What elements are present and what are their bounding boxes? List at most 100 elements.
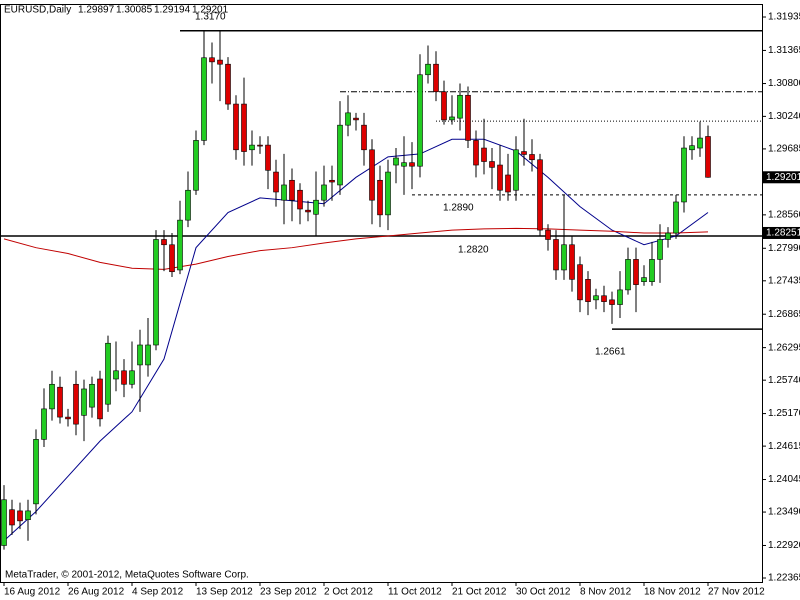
x-tick-label: 27 Nov 2012 — [708, 587, 765, 598]
candle-body — [145, 344, 151, 366]
candle-body — [9, 509, 15, 526]
candle-body — [633, 259, 639, 285]
header-close: 1.29201 — [192, 5, 229, 16]
price-marker — [763, 226, 800, 239]
candle-body — [73, 383, 79, 425]
header-high: 1.30085 — [116, 5, 153, 16]
candle-body — [569, 244, 575, 280]
candle-body — [529, 154, 535, 161]
y-tick-label: 1.26865 — [768, 309, 800, 320]
y-tick-label: 1.27990 — [768, 243, 800, 254]
candle-body — [393, 157, 399, 166]
candle-body — [353, 117, 359, 121]
candle-body — [57, 386, 63, 418]
candle-body — [177, 219, 183, 271]
candle-body — [249, 144, 255, 151]
candle-body — [369, 149, 375, 201]
candle-body — [289, 179, 295, 201]
candle-body — [25, 510, 31, 520]
candle-body — [673, 201, 679, 234]
level-label: 1.2661 — [595, 347, 626, 358]
candle-body — [457, 94, 463, 119]
candle-body — [193, 140, 199, 191]
candle-body — [361, 124, 367, 151]
candle-body — [401, 162, 407, 167]
price-marker-label: 1.28251 — [766, 228, 800, 239]
plot-frame — [0, 4, 763, 583]
candle-body — [17, 510, 23, 522]
x-tick-label: 8 Nov 2012 — [580, 587, 632, 598]
symbol: EURUSD,Daily — [4, 5, 71, 16]
candle-body — [1, 499, 7, 546]
candle-body — [641, 277, 647, 282]
candle-body — [609, 299, 615, 305]
y-tick-label: 1.25170 — [768, 408, 800, 419]
candle-body — [377, 179, 383, 216]
candle-body — [273, 171, 279, 193]
header-open: 1.29897 — [78, 5, 115, 16]
level-label: 1.2890 — [443, 203, 474, 214]
level-label: 1.3170 — [195, 12, 226, 23]
y-tick-label: 1.26295 — [768, 342, 800, 353]
candle-body — [265, 144, 271, 171]
y-tick-label: 1.23490 — [768, 507, 800, 518]
x-tick-label: 13 Sep 2012 — [196, 587, 253, 598]
candle-body — [337, 124, 343, 186]
moving-average — [3, 138, 709, 542]
level-label: 1.2820 — [458, 245, 489, 256]
candle-body — [577, 264, 583, 301]
y-tick-label: 1.29685 — [768, 144, 800, 155]
y-tick-label: 1.27435 — [768, 275, 800, 286]
candle-body — [225, 63, 231, 105]
candle-body — [521, 151, 527, 155]
candle-body — [489, 161, 495, 168]
candle-body — [537, 159, 543, 231]
candle-body — [433, 63, 439, 93]
candle-body — [705, 136, 711, 178]
candle-body — [449, 116, 455, 121]
candle-body — [561, 244, 567, 271]
price-marker — [763, 171, 800, 184]
candle-body — [297, 189, 303, 210]
candle-body — [65, 416, 71, 420]
candle-body — [601, 295, 607, 302]
candle-body — [313, 199, 319, 215]
price-marker-label: 1.29201 — [766, 172, 800, 183]
y-tick-label: 1.30240 — [768, 111, 800, 122]
candle-body — [33, 439, 39, 505]
x-tick-label: 21 Oct 2012 — [452, 587, 507, 598]
candle-body — [497, 164, 503, 191]
candle-body — [49, 383, 55, 410]
candle-body — [241, 103, 247, 152]
y-tick-label: 1.31365 — [768, 45, 800, 56]
header-low: 1.29194 — [154, 5, 191, 16]
y-tick-label: 1.30800 — [768, 78, 800, 89]
candle-body — [441, 91, 447, 121]
candle-body — [329, 179, 335, 183]
y-tick-label: 1.22365 — [768, 573, 800, 584]
y-tick-label: 1.31935 — [768, 12, 800, 23]
candle-body — [465, 94, 471, 141]
candle-body — [121, 370, 127, 385]
footer: MetaTrader, © 2001-2012, MetaQuotes Soft… — [5, 570, 249, 581]
x-tick-label: 23 Sep 2012 — [260, 587, 317, 598]
candle-body — [257, 144, 263, 147]
candle-body — [185, 189, 191, 221]
y-tick-label: 1.24615 — [768, 441, 800, 452]
candle-body — [97, 378, 103, 420]
candle-body — [305, 209, 311, 213]
candle-body — [593, 295, 599, 301]
candle-body — [137, 344, 143, 366]
x-tick-label: 26 Aug 2012 — [68, 587, 125, 598]
candle-body — [649, 259, 655, 282]
candle-body — [153, 239, 159, 346]
candle-body — [417, 74, 423, 167]
candle-body — [553, 239, 559, 271]
candle-body — [345, 112, 351, 126]
x-tick-label: 30 Oct 2012 — [516, 587, 571, 598]
candle-body — [161, 239, 167, 246]
candle-body — [625, 259, 631, 291]
candle-body — [385, 171, 391, 216]
